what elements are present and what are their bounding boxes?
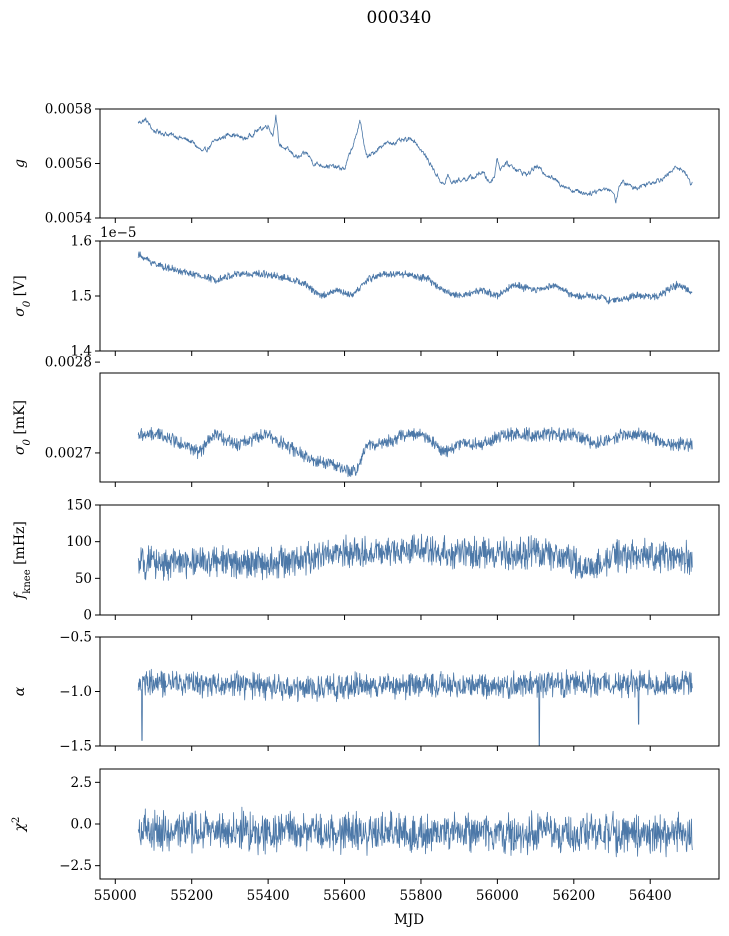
x-tick-label: 56000 — [476, 888, 519, 904]
axes-frame-3 — [99, 372, 720, 483]
series-line-2 — [137, 251, 693, 305]
panel-5: −1.5 −1.0 −0.5 α — [12, 630, 720, 755]
panel-2: 1.4 1.5 1.6 1e−5 σ0 [V] — [12, 225, 720, 360]
series-line-4 — [137, 533, 693, 581]
series-line-1 — [137, 114, 693, 204]
y-tick-label: 0 — [83, 608, 92, 624]
y-tick-label: 0.0058 — [45, 102, 92, 118]
y-axis-label-4: fknee [mHz] — [12, 521, 33, 600]
series-line-6 — [137, 806, 693, 858]
y-axis-label-5: α — [12, 686, 28, 696]
y-tick-label: 0.0027 — [45, 445, 92, 461]
y-tick-label: 0.0028 — [45, 355, 92, 371]
x-tick-label: 55800 — [399, 888, 442, 904]
y-axis-label-3: σ0 [mK] — [12, 400, 33, 455]
x-tick-label: 55000 — [94, 888, 137, 904]
y-tick-label: 1.6 — [71, 234, 92, 250]
axes-frame-4 — [99, 504, 720, 616]
x-tick-label: 56200 — [552, 888, 595, 904]
y-tick-label: 2.5 — [71, 775, 92, 791]
y-tick-label: 0.0 — [71, 817, 92, 833]
y-axis-label-2: σ0 [V] — [12, 275, 33, 316]
y-tick-label: −0.5 — [59, 630, 92, 646]
y-tick-label: 50 — [75, 571, 92, 587]
y-axis-label-1: g — [12, 159, 28, 168]
panel-6: −2.5 0.0 2.5 55000 55200 55400 55600 55800 56000… — [11, 768, 720, 904]
y-tick-label: 150 — [66, 498, 92, 514]
y-tick-label: −1.0 — [59, 684, 92, 700]
x-tick-label: 55600 — [323, 888, 366, 904]
axes-frame-2 — [99, 240, 720, 352]
y-tick-label: −1.5 — [59, 739, 92, 755]
x-axis-label: MJD — [394, 912, 424, 928]
y-offset-text: 1e−5 — [100, 225, 136, 241]
panels: 0.0054 0.0056 0.0058 g 1.4 1.5 1.6 1e−5 σ0 [V] 0.… — [11, 102, 720, 904]
y-tick-label: 0.0056 — [45, 156, 92, 172]
y-tick-label: 100 — [66, 534, 92, 550]
panel-1: 0.0054 0.0056 0.0058 g — [12, 102, 720, 227]
series-line-5 — [137, 668, 693, 746]
y-tick-label: −2.5 — [59, 858, 92, 874]
y-tick-label: 1.5 — [71, 289, 92, 305]
panel-4: 0 50 100 150 fknee [mHz] — [12, 498, 720, 624]
y-axis-label-6: χ2 — [11, 817, 29, 833]
x-tick-label: 55200 — [170, 888, 213, 904]
panel-3: 0.0027 0.0028 σ0 [mK] — [12, 355, 720, 487]
y-tick-label: 0.0054 — [45, 211, 92, 227]
y-tick-label: 1.4 — [71, 344, 92, 360]
x-tick-label: 56400 — [629, 888, 672, 904]
series-line-3 — [137, 426, 693, 478]
axes-frame-1 — [99, 108, 720, 219]
figure-title: 000340 — [367, 8, 432, 28]
x-tick-label: 55400 — [247, 888, 290, 904]
